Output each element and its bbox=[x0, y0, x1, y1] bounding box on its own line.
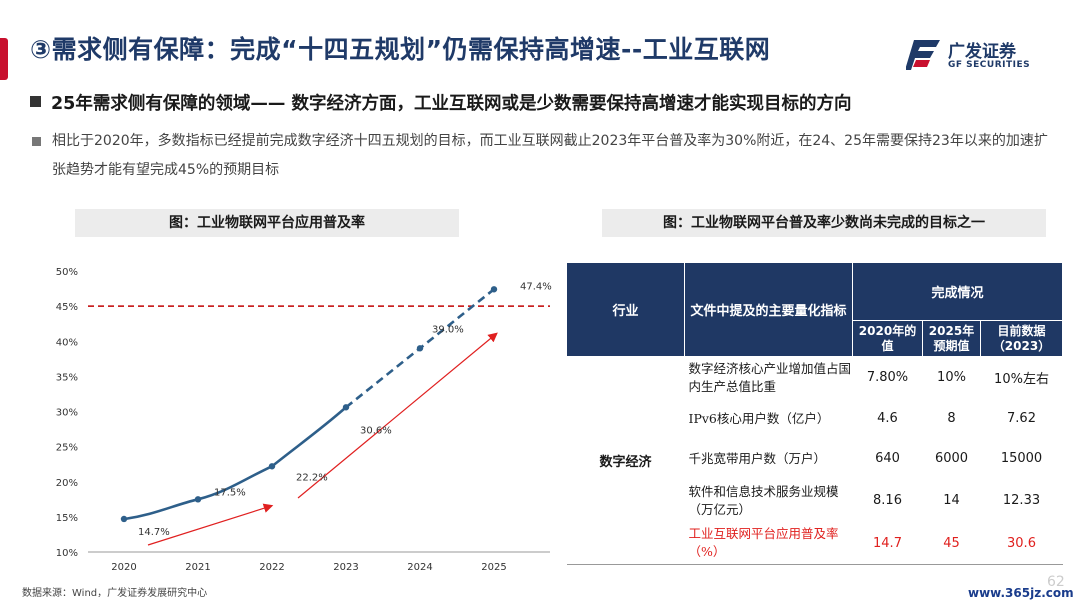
indicator-name: 数字经济核心产业增加值占国内生产总值比重 bbox=[688, 360, 852, 394]
chart-caption: 图：工业物联网平台应用普及率 bbox=[75, 209, 459, 237]
value-2025: 10% bbox=[937, 370, 966, 386]
series-line-actual bbox=[123, 406, 347, 521]
value-2025: 6000 bbox=[934, 451, 969, 466]
bullet-main: 25年需求侧有保障的领域—— 数字经济方面，工业互联网或是少数需要保持高增速才能… bbox=[30, 90, 851, 115]
bullet-square-icon bbox=[32, 137, 41, 146]
col-2025-header: 2025年预期值 bbox=[922, 320, 981, 357]
data-point bbox=[490, 286, 498, 293]
value-2020: 4.6 bbox=[877, 411, 898, 426]
watermark: www.365jz.com bbox=[968, 586, 1074, 600]
bullet-detail-text: 相比于2020年，多数指标已经提前完成数字经济十四五规划的目标，而工业互联网截止… bbox=[52, 133, 1048, 178]
value-2023: 10%左右 bbox=[994, 372, 1049, 388]
indicator-name: 千兆宽带用户数（万户） bbox=[688, 450, 827, 466]
y-tick-label: 40% bbox=[56, 337, 78, 348]
gf-logo-icon bbox=[906, 40, 940, 70]
page-number: 62 bbox=[1047, 574, 1065, 590]
logo-chinese-name: 广发证券 bbox=[948, 42, 1016, 62]
title-accent-bar bbox=[0, 38, 8, 80]
value-2020: 7.80% bbox=[866, 370, 909, 386]
x-tick-label: 2024 bbox=[407, 562, 432, 573]
value-2020: 640 bbox=[875, 451, 900, 466]
value-2023: 15000 bbox=[1000, 451, 1043, 466]
col-2023-header: 目前数据（2023） bbox=[980, 320, 1063, 357]
data-label: 14.7% bbox=[138, 527, 170, 538]
x-tick-label: 2025 bbox=[481, 562, 506, 573]
indicator-table: 行业 文件中提及的主要量化指标 完成情况 2020年的值 2025年预期值 目前… bbox=[566, 262, 1063, 565]
table-row: 软件和信息技术服务业规模（万亿元） 8.16 14 12.33 bbox=[567, 479, 1063, 523]
value-2025: 14 bbox=[943, 493, 960, 508]
table-row: 千兆宽带用户数（万户） 640 6000 15000 bbox=[567, 439, 1063, 479]
value-2023: 7.62 bbox=[1007, 411, 1036, 426]
y-tick-label: 25% bbox=[56, 443, 78, 454]
y-tick-label: 20% bbox=[56, 478, 78, 489]
penetration-line-chart: 10% 15% 20% 25% 30% 35% 40% 45% 50% 2020 2021 2022 2… bbox=[56, 267, 552, 573]
y-tick-label: 50% bbox=[56, 267, 78, 278]
data-point bbox=[268, 463, 276, 470]
trend-arrow-short bbox=[147, 503, 274, 546]
data-point bbox=[342, 404, 350, 411]
x-tick-label: 2020 bbox=[111, 562, 136, 573]
value-2020: 14.7 bbox=[873, 535, 902, 551]
data-label: 30.6% bbox=[360, 425, 392, 436]
company-logo: 广发证券 GF SECURITIES bbox=[906, 36, 1046, 76]
data-point bbox=[120, 515, 128, 523]
indicator-name: IPv6核心用户数（亿户） bbox=[688, 410, 830, 426]
bullet-main-text: 25年需求侧有保障的领域—— 数字经济方面，工业互联网或是少数需要保持高增速才能… bbox=[51, 94, 852, 114]
y-tick-label: 35% bbox=[56, 372, 78, 383]
value-2023: 12.33 bbox=[1002, 493, 1041, 508]
data-label: 39.0% bbox=[432, 324, 464, 335]
data-label: 47.4% bbox=[520, 281, 552, 292]
x-tick-label: 2021 bbox=[185, 562, 210, 573]
value-2023: 30.6 bbox=[1007, 535, 1036, 551]
x-tick-label: 2023 bbox=[333, 562, 358, 573]
data-label: 17.5% bbox=[214, 487, 246, 498]
y-tick-label: 10% bbox=[56, 548, 78, 559]
sector-cell: 数字经济 bbox=[599, 455, 652, 470]
indicator-name: 软件和信息技术服务业规模（万亿元） bbox=[688, 483, 839, 517]
table-caption: 图：工业物联网平台普及率少数尚未完成的目标之一 bbox=[602, 209, 1046, 237]
bullet-detail: 相比于2020年，多数指标已经提前完成数字经济十四五规划的目标，而工业互联网截止… bbox=[30, 127, 1060, 185]
bullet-square-icon bbox=[30, 96, 41, 107]
data-point bbox=[194, 496, 202, 503]
value-2025: 8 bbox=[947, 411, 956, 426]
col-indicator-header: 文件中提及的主要量化指标 bbox=[684, 262, 853, 357]
table-row: IPv6核心用户数（亿户） 4.6 8 7.62 bbox=[567, 399, 1063, 439]
data-label: 22.2% bbox=[296, 472, 328, 483]
data-point bbox=[416, 345, 424, 352]
data-source-note: 数据来源：Wind，广发证券发展研究中心 bbox=[22, 588, 208, 599]
table-row-highlight: 工业互联网平台应用普及率（%） 14.7 45 30.6 bbox=[567, 523, 1063, 565]
value-2025: 45 bbox=[943, 535, 960, 551]
logo-english-name: GF SECURITIES bbox=[948, 60, 1031, 70]
table-row: 数字经济 数字经济核心产业增加值占国内生产总值比重 7.80% 10% 10%左… bbox=[567, 357, 1063, 470]
x-tick-label: 2022 bbox=[259, 562, 284, 573]
col-completion-header: 完成情况 bbox=[852, 262, 1063, 321]
page-title: ③需求侧有保障：完成“十四五规划”仍需保持高增速--工业互联网 bbox=[30, 35, 771, 64]
y-tick-label: 15% bbox=[56, 513, 78, 524]
col-2020-header: 2020年的值 bbox=[852, 320, 923, 357]
value-2020: 8.16 bbox=[873, 493, 902, 508]
col-sector-header: 行业 bbox=[566, 262, 685, 357]
indicator-name: 工业互联网平台应用普及率（%） bbox=[688, 526, 839, 560]
y-tick-label: 45% bbox=[56, 302, 78, 313]
trend-arrow-long bbox=[297, 332, 498, 499]
y-tick-label: 30% bbox=[56, 408, 78, 419]
